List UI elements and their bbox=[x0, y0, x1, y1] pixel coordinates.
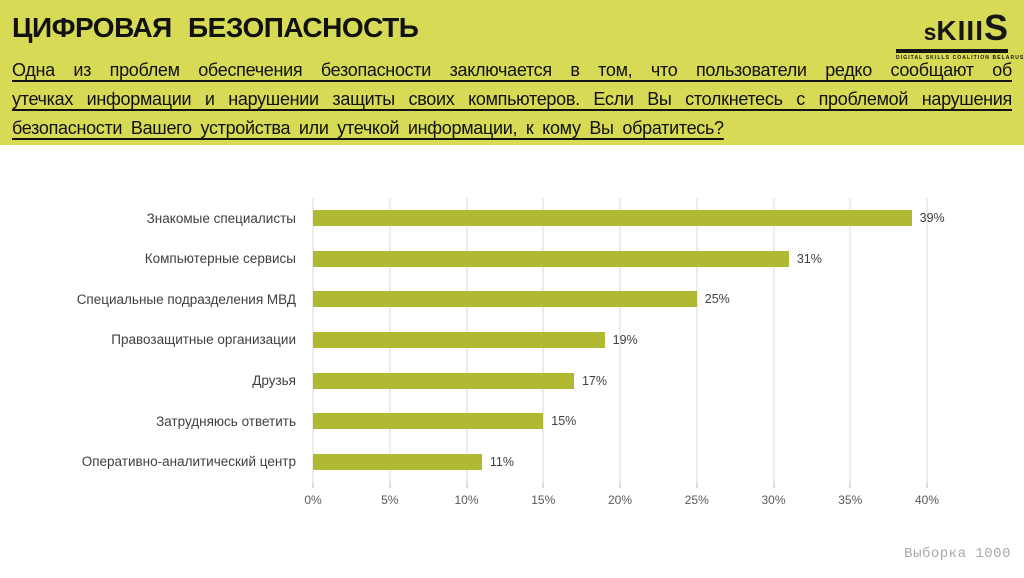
axis-tick bbox=[312, 482, 314, 488]
skills-logo: s KIII S DIGITAL SKILLS COALITION BELARUS bbox=[896, 10, 1024, 61]
category-label: Затрудняюсь ответить bbox=[156, 413, 296, 429]
bar-track: 11% bbox=[313, 453, 927, 470]
chart-row: Оперативно-аналитический центр 11% bbox=[0, 441, 1024, 482]
bar bbox=[313, 453, 482, 470]
gridline bbox=[696, 198, 698, 482]
x-axis: 0% 5% 10% 15% 20% 25% 30% 35% 40% bbox=[304, 482, 939, 516]
axis-tick-label: 5% bbox=[381, 493, 399, 507]
gridline bbox=[926, 198, 928, 482]
category-label: Правозащитные организации bbox=[111, 332, 296, 348]
bar-chart: Знакомые специалисты 39% Компьютерные серв… bbox=[0, 198, 1024, 518]
bar bbox=[313, 250, 789, 267]
bar-track: 17% bbox=[313, 372, 927, 389]
chart-row: Специальные подразделения МВД 25% bbox=[0, 279, 1024, 320]
bar-track: 25% bbox=[313, 291, 927, 308]
value-label: 19% bbox=[612, 332, 638, 347]
axis-tick-label: 30% bbox=[761, 493, 786, 507]
axis-tick bbox=[926, 482, 928, 488]
chart-row: Затрудняюсь ответить 15% bbox=[0, 401, 1024, 442]
skills-logo-wordmark: s KIII S bbox=[896, 10, 1008, 46]
bar bbox=[313, 291, 697, 308]
axis-tick bbox=[466, 482, 467, 488]
logo-letter-s: s bbox=[923, 19, 937, 45]
axis-tick-label: 10% bbox=[454, 493, 479, 507]
bar-track: 39% bbox=[313, 210, 945, 227]
bar bbox=[313, 413, 544, 430]
category-label: Специальные подразделения МВД bbox=[76, 291, 296, 307]
chart-row: Друзья 17% bbox=[0, 360, 1024, 401]
question-line-3: безопасности Вашего устройства или утечк… bbox=[12, 118, 724, 138]
bar-track: 31% bbox=[313, 250, 927, 267]
category-label: Компьютерные сервисы bbox=[144, 251, 296, 267]
gridline bbox=[773, 198, 774, 482]
value-label: 39% bbox=[919, 211, 945, 226]
axis-tick bbox=[389, 482, 391, 488]
axis-tick bbox=[696, 482, 698, 488]
bar bbox=[313, 331, 605, 348]
value-label: 31% bbox=[796, 251, 822, 266]
logo-rule bbox=[896, 49, 1008, 53]
axis-tick-label: 35% bbox=[838, 493, 863, 507]
category-label: Оперативно-аналитический центр bbox=[81, 454, 296, 470]
value-label: 11% bbox=[489, 454, 514, 469]
gridline bbox=[619, 198, 621, 482]
slide-title: ЦИФРОВАЯ БЕЗОПАСНОСТЬ bbox=[12, 12, 419, 43]
axis-tick-label: 0% bbox=[304, 493, 322, 507]
question-line-2: утечках информации и нарушении защиты св… bbox=[12, 89, 1012, 109]
value-label: 15% bbox=[551, 414, 577, 429]
axis-tick bbox=[619, 482, 621, 488]
question-text: Одна из проблем обеспечения безопасности… bbox=[12, 56, 1012, 143]
sample-size-label: Выборка 1000 bbox=[904, 546, 1011, 562]
bar bbox=[313, 210, 912, 227]
question-line-1: Одна из проблем обеспечения безопасности… bbox=[12, 60, 1012, 80]
logo-letter-big-s: S bbox=[983, 7, 1008, 48]
header-band: ЦИФРОВАЯ БЕЗОПАСНОСТЬ Одна из проблем об… bbox=[0, 0, 1024, 145]
axis-tick-label: 25% bbox=[684, 493, 709, 507]
axis-tick-label: 20% bbox=[607, 493, 633, 507]
axis-tick bbox=[849, 482, 851, 488]
gridline bbox=[849, 198, 851, 482]
value-label: 17% bbox=[581, 373, 607, 388]
axis-tick-label: 40% bbox=[914, 493, 940, 507]
logo-tagline: DIGITAL SKILLS COALITION BELARUS bbox=[896, 55, 1024, 61]
chart-row: Знакомые специалисты 39% bbox=[0, 198, 1024, 239]
category-label: Друзья bbox=[252, 373, 296, 389]
bar-track: 15% bbox=[313, 413, 927, 430]
chart-rows: Знакомые специалисты 39% Компьютерные серв… bbox=[0, 198, 1024, 482]
bar-track: 19% bbox=[313, 331, 927, 348]
category-label: Знакомые специалисты bbox=[146, 210, 296, 226]
bar bbox=[313, 372, 574, 389]
chart-row: Правозащитные организации 19% bbox=[0, 320, 1024, 361]
value-label: 25% bbox=[704, 292, 730, 307]
axis-tick bbox=[773, 482, 774, 488]
logo-letters-kiii: KIII bbox=[936, 15, 984, 46]
axis-tick bbox=[542, 482, 544, 488]
axis-tick-label: 15% bbox=[531, 493, 556, 507]
chart-row: Компьютерные сервисы 31% bbox=[0, 239, 1024, 280]
